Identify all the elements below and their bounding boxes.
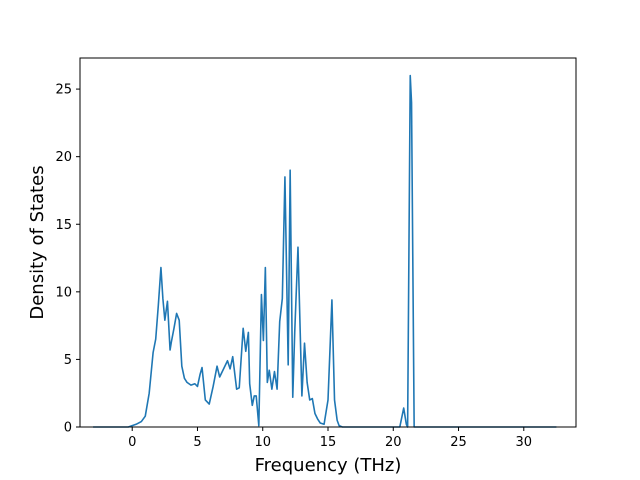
ticks-layer: 0 5 10 15 20 25 30 0 5 10 15 20 25 (55, 83, 532, 450)
x-tick-label: 25 (450, 435, 467, 450)
x-axis-label: Frequency (THz) (255, 455, 402, 476)
y-tick-label: 20 (55, 150, 72, 165)
y-tick-label: 5 (64, 353, 72, 368)
y-tick-label: 10 (55, 285, 72, 300)
x-tick-label: 20 (385, 435, 402, 450)
y-tick-label: 0 (64, 421, 72, 436)
x-tick-label: 10 (254, 435, 271, 450)
x-tick-label: 30 (516, 435, 533, 450)
x-tick-label: 15 (320, 435, 337, 450)
plot-frame (79, 57, 577, 428)
dos-series-line (93, 74, 557, 428)
y-axis-label: Density of States (27, 165, 48, 319)
y-tick-label: 15 (55, 218, 72, 233)
plot-layer (93, 74, 557, 428)
x-tick-label: 0 (128, 435, 136, 450)
y-tick-label: 25 (55, 83, 72, 98)
x-tick-label: 5 (193, 435, 201, 450)
